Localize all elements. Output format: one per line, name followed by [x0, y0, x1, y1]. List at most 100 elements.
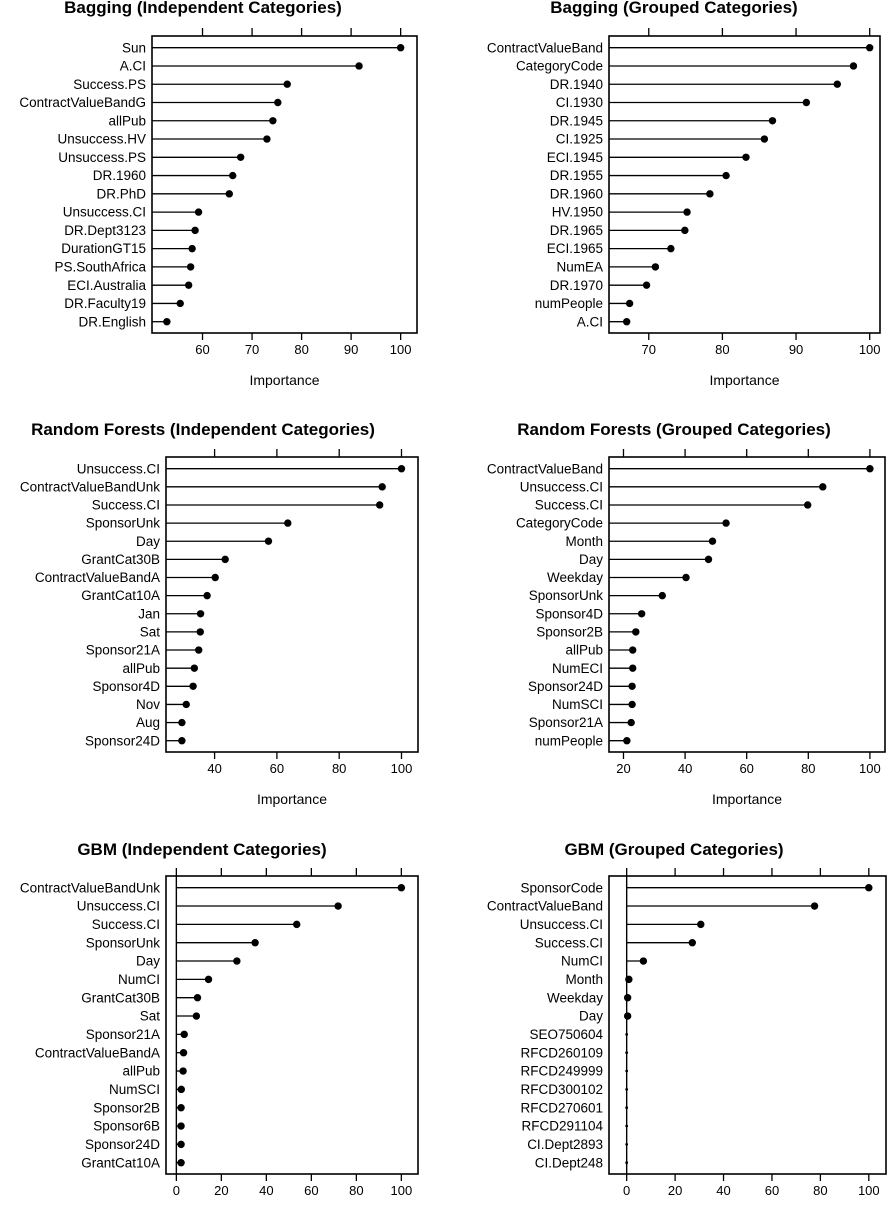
data-point: [632, 628, 640, 636]
data-point: [627, 718, 635, 727]
data-point: [629, 646, 637, 654]
category-label: CategoryCode: [516, 59, 603, 74]
plot-box: [608, 35, 881, 334]
data-point: [284, 519, 292, 527]
category-label: RFCD300102: [520, 1082, 603, 1097]
category-label: CategoryCode: [516, 516, 603, 531]
category-label: allPub: [108, 113, 146, 128]
data-point: [866, 465, 874, 473]
category-label: A.CI: [120, 59, 146, 74]
category-label: DR.1970: [550, 278, 603, 293]
data-point: [688, 939, 696, 947]
data-point: [628, 682, 636, 690]
category-label: Success.CI: [535, 498, 603, 513]
category-label: Unsuccess.HV: [57, 132, 146, 147]
category-label: DurationGT15: [61, 241, 146, 256]
category-label: Unsuccess.CI: [77, 461, 160, 476]
category-label: Weekday: [547, 990, 603, 1005]
data-point: [642, 281, 651, 289]
category-label: ContractValueBandA: [35, 1045, 160, 1060]
category-label: Success.PS: [73, 77, 146, 92]
data-point: [651, 263, 660, 271]
data-point: [704, 555, 713, 564]
data-point: [188, 244, 196, 253]
data-point: [196, 610, 205, 618]
axis-tick-label: 40: [207, 761, 221, 776]
category-label: Day: [579, 1009, 603, 1024]
data-point: [625, 1032, 629, 1036]
data-point: [706, 190, 714, 198]
data-point: [236, 153, 245, 161]
category-label: DR.1965: [550, 223, 603, 238]
category-label: RFCD249999: [520, 1064, 603, 1079]
category-label: GrantCat10A: [81, 1155, 160, 1170]
chart-title: Random Forests (Independent Categories): [31, 420, 375, 439]
plot-box: [165, 875, 419, 1175]
data-point: [768, 117, 777, 125]
axis-tick-label: 60: [304, 1183, 318, 1198]
axis-tick-label: 80: [349, 1183, 363, 1198]
plot-box: [608, 875, 887, 1175]
category-label: numPeople: [535, 296, 603, 311]
axis-tick-label: 100: [859, 761, 881, 776]
axis-tick-label: 100: [858, 1183, 880, 1198]
category-label: DR.Faculty19: [64, 296, 146, 311]
data-point: [658, 591, 666, 600]
category-label: Month: [565, 534, 603, 549]
axis-tick-label: 80: [332, 761, 346, 776]
category-label: Month: [565, 972, 603, 987]
axis-tick-label: 80: [294, 342, 308, 357]
data-point: [625, 1142, 629, 1146]
category-label: NumSCI: [552, 697, 603, 712]
category-label: Sponsor6B: [93, 1119, 160, 1134]
category-label: ContractValueBandA: [35, 570, 160, 585]
data-point: [204, 975, 213, 984]
data-point: [639, 957, 648, 965]
panel-bagging-independent-categories: Bagging (Independent Categories) 60 70 80 90…: [19, 0, 418, 388]
data-point: [629, 664, 637, 672]
category-label: DR.1960: [550, 186, 603, 201]
data-point: [802, 98, 811, 107]
data-point: [865, 44, 874, 52]
data-point: [177, 1140, 185, 1149]
axis-label: Importance: [249, 372, 319, 388]
data-point: [179, 1067, 187, 1075]
data-point: [682, 573, 690, 582]
category-label: Sponsor4D: [92, 679, 160, 694]
axis-tick-label: 80: [813, 1183, 827, 1198]
category-label: DR.English: [78, 314, 146, 329]
data-point: [625, 1069, 629, 1073]
category-label: SEO750604: [529, 1027, 603, 1042]
category-label: allPub: [565, 643, 603, 658]
data-point: [195, 646, 203, 654]
data-point: [191, 226, 199, 235]
category-label: CI.1925: [556, 132, 603, 147]
data-point: [177, 1122, 185, 1130]
category-label: Jan: [138, 606, 160, 621]
panel-gbm-grouped-categories: GBM (Grouped Categories) 0 20 40 60 80 100 Spon…: [487, 840, 887, 1198]
category-label: Day: [136, 534, 160, 549]
category-label: Sponsor21A: [529, 715, 603, 730]
data-point: [274, 98, 282, 107]
axis-tick-label: 80: [801, 761, 815, 776]
axis-tick-label: 0: [623, 1183, 630, 1198]
category-label: DR.1940: [550, 77, 603, 92]
plot-box: [151, 35, 418, 334]
category-label: ECI.1965: [547, 241, 603, 256]
data-point: [177, 1104, 185, 1112]
category-label: CI.1930: [556, 95, 603, 110]
data-point: [697, 920, 705, 929]
category-label: ContractValueBandG: [19, 95, 146, 110]
category-label: SponsorUnk: [529, 588, 604, 603]
axis-tick-label: 60: [195, 342, 209, 357]
data-point: [264, 537, 273, 545]
data-point: [225, 190, 233, 198]
data-point: [810, 902, 819, 910]
category-label: allPub: [122, 1064, 160, 1079]
data-point: [192, 1012, 201, 1020]
category-label: NumCI: [118, 972, 160, 987]
category-label: CI.Dept248: [535, 1155, 603, 1170]
category-label: Unsuccess.CI: [77, 899, 160, 914]
data-point: [269, 117, 277, 125]
